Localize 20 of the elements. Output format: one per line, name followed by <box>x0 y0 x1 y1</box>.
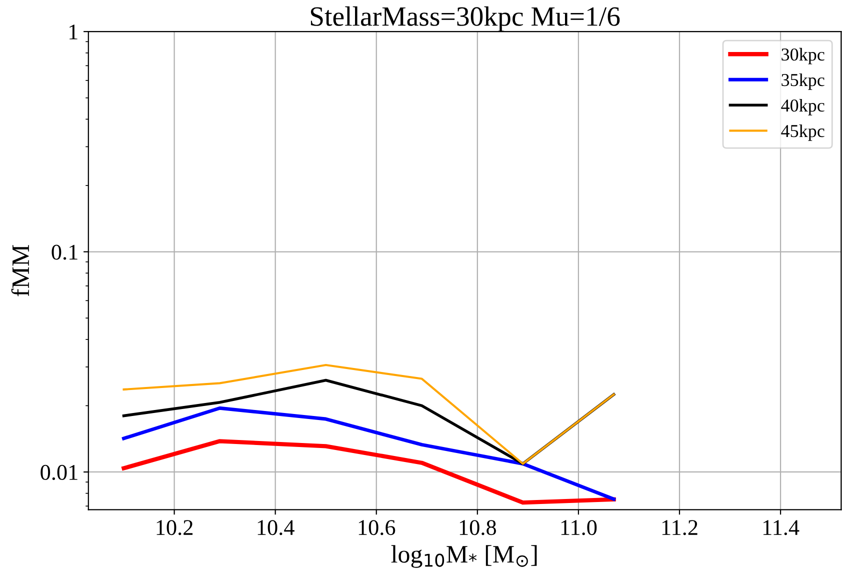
line-series <box>122 406 616 501</box>
y-tick-label: 0.1 <box>52 244 78 260</box>
legend-label: 45kpc <box>781 124 824 141</box>
y-axis-title: fMM <box>11 244 29 296</box>
y-tick-label: 0.01 <box>40 464 78 480</box>
y-tick-label: 1 <box>70 24 78 40</box>
legend-label: 40kpc <box>781 98 824 116</box>
x-tick-label: 10.4 <box>258 520 294 536</box>
chart-title: StellarMass=30kpc Mu=1/6 <box>310 6 620 32</box>
line-series <box>122 364 615 465</box>
x-axis-title: log$_{10}$M$_{*}$ [M$_{⊙}$] <box>391 545 537 568</box>
legend-label: 35kpc <box>782 73 824 90</box>
x-tick-label: 10.6 <box>358 520 396 536</box>
x-tick-label: 11.4 <box>763 520 800 536</box>
x-tick-label: 10.8 <box>460 520 496 536</box>
x-tick-label: 11.0 <box>561 520 597 536</box>
line-series <box>122 439 616 505</box>
x-tick-label: 10.2 <box>156 520 193 536</box>
x-tick-label: 11.2 <box>662 520 698 536</box>
legend-label: 30kpc <box>782 48 824 64</box>
